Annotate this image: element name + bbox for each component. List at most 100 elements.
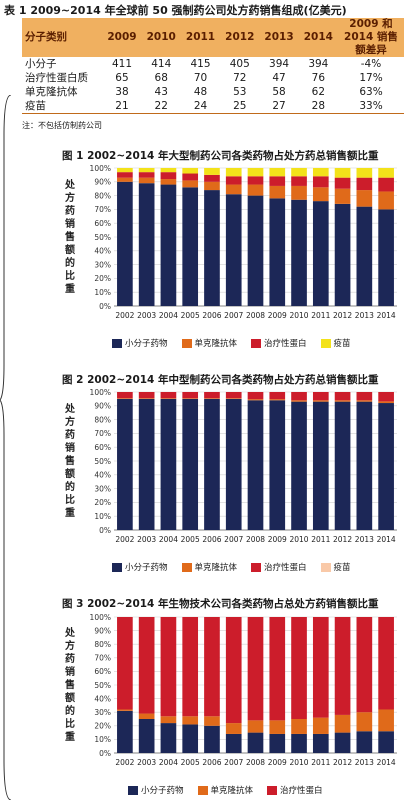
table-cell: 394 [269,58,290,70]
y-axis-label-char: 销 [65,441,75,454]
bar-segment [138,617,155,714]
bar-segment [378,731,394,753]
y-axis-label-char: 重 [65,506,75,519]
bar-segment [204,190,220,306]
bar-segment [182,716,199,725]
legend-item: 单克隆抗体 [181,337,237,349]
bar-segment [378,191,394,210]
bar-segment [334,732,351,753]
y-axis-label-char: 销 [65,217,75,230]
y-tick-label: 50% [94,681,111,690]
legend-label: 小分子药物 [141,786,184,796]
table-cell: -4% [360,58,382,70]
x-tick-label: 2002 [115,311,134,320]
x-tick-label: 2008 [246,535,265,544]
x-tick-label: 2003 [137,311,156,320]
bar-segment [356,177,373,191]
table-cell: 70 [193,72,208,84]
x-tick-label: 2006 [202,758,221,767]
bar-segment [225,723,242,734]
x-tick-label: 2007 [224,535,243,544]
x-tick-label: 2013 [355,311,374,320]
legend-swatch [112,562,122,572]
bar-segment [182,180,199,188]
bar-segment [312,733,329,753]
bar-segment [138,168,155,173]
legend-swatch [251,338,262,348]
y-axis-label-char: 药 [65,652,75,665]
y-axis-label-char: 比 [65,493,75,506]
figure-1-title: 图 1 2002~2014 年大型制药公司各类药物占处方药总销售额比重 [62,150,379,162]
bar-segment [334,168,351,178]
table-cell: 21 [102,99,142,114]
bar-segment [225,398,242,530]
bar-segment [312,400,329,402]
bar-segment [312,176,329,188]
bar-segment [247,400,264,530]
bar-segment [312,168,329,177]
y-tick-label: 40% [94,247,111,256]
table-cell: 47 [272,72,286,84]
y-axis-label-char: 售 [65,230,75,243]
y-tick-label: 40% [94,471,111,480]
bar-segment [204,617,220,717]
y-axis-label-char: 药 [65,428,75,441]
bar-segment [138,398,155,399]
bar-segment [291,401,307,530]
legend-label: 疫苗 [333,339,351,349]
bar-segment [160,398,177,399]
bar-segment [182,173,199,181]
legend-label: 单克隆抗体 [210,786,254,796]
bar-segment [334,714,351,733]
x-tick-label: 2004 [159,758,178,767]
table-title: 表 1 2009~2014 年全球前 50 强制药公司处方药销售组成(亿美元) [4,4,347,17]
table-cell: 单克隆抗体 [25,86,78,98]
x-tick-label: 2010 [289,535,308,544]
bar-segment [117,709,133,711]
bar-segment [356,392,373,401]
bar-segment [160,168,177,173]
table-cell: 33% [338,99,404,114]
table-row: 小分子 411 414 415 405 394 394 -4% [22,57,404,71]
x-tick-label: 2009 [268,311,287,320]
bar-segment [356,168,373,178]
bar-segment [247,720,264,733]
bar-segment [225,194,242,306]
bar-segment [291,185,307,200]
bar-segment [138,183,155,306]
y-axis-label-char: 额 [65,243,75,256]
bar-segment [204,398,220,530]
bar-segment [160,617,177,717]
bar-segment [334,401,351,530]
x-tick-label: 2012 [333,758,352,767]
bar-segment [225,398,242,399]
bar-segment [291,400,307,402]
bar-segment [117,172,133,178]
x-tick-label: 2012 [333,535,352,544]
bar-segment [378,168,394,178]
bar-segment [117,181,133,306]
y-axis-label-char: 比 [65,717,75,730]
y-tick-label: 70% [94,429,111,438]
x-tick-label: 2011 [311,535,330,544]
x-tick-label: 2014 [377,758,396,767]
bar-segment [312,201,329,306]
bar-segment [225,392,242,399]
x-tick-label: 2011 [311,311,330,320]
bar-segment [269,198,286,306]
bar-segment [247,168,264,177]
y-tick-label: 80% [94,415,111,424]
y-axis-label-char: 重 [65,730,75,743]
y-tick-label: 70% [94,654,111,663]
table-row: 疫苗 21 22 24 25 27 28 33% [22,99,404,114]
table-cell: 治疗性蛋白质 [25,72,88,84]
y-tick-label: 20% [94,722,111,731]
header-cell: 2011 [180,18,221,57]
y-tick-label: 30% [94,260,111,269]
x-tick-label: 2008 [246,311,265,320]
bar-segment [225,617,242,724]
bar-segment [334,203,351,306]
y-axis-label-char: 售 [65,678,75,691]
x-tick-label: 2006 [202,535,221,544]
y-axis-label-char: 额 [65,467,75,480]
